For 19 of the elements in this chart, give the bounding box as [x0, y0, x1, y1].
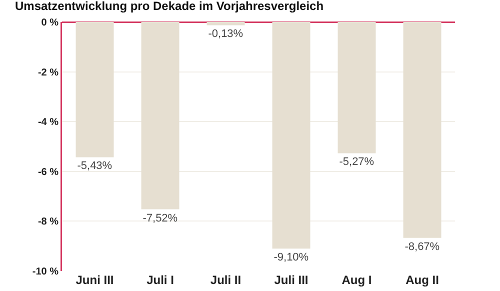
y-tick-label: -6 % [38, 166, 59, 178]
x-tick-label: Juli II [210, 273, 242, 287]
x-tick-label: Juni III [76, 273, 114, 287]
data-label: -0,13% [208, 28, 244, 40]
x-tick-label: Juli III [274, 273, 308, 287]
x-tick-label: Aug II [406, 273, 439, 287]
x-tick-label: Juli I [146, 273, 174, 287]
data-label: -8,67% [404, 240, 440, 253]
x-tick-label: Aug I [342, 273, 372, 287]
y-tick-label: -8 % [38, 216, 59, 228]
y-tick-label: 0 % [41, 18, 59, 28]
y-tick-label: -10 % [32, 266, 59, 278]
data-label: -5,27% [339, 156, 374, 168]
y-tick-label: -2 % [38, 67, 59, 78]
data-label: -9,10% [274, 252, 309, 264]
data-label: -7,52% [142, 212, 178, 224]
y-tick-label: -4 % [38, 117, 59, 128]
chart-title: Umsatzentwicklung pro Dekade im Vorjahresvergleich [15, 0, 324, 13]
data-label: -5,43% [77, 160, 112, 172]
